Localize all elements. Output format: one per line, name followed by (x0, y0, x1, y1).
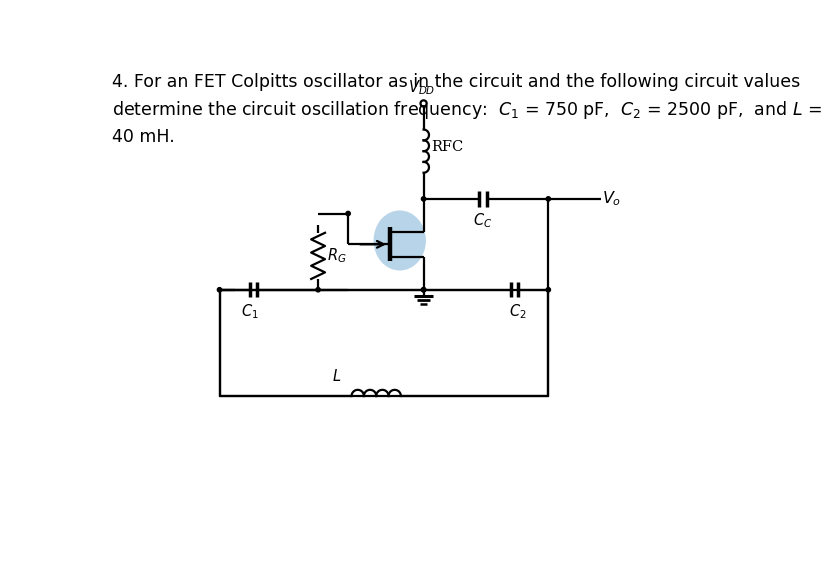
Text: 4. For an FET Colpitts oscillator as in the circuit and the following circuit va: 4. For an FET Colpitts oscillator as in … (112, 73, 820, 146)
Circle shape (218, 288, 222, 292)
Circle shape (421, 288, 425, 292)
Circle shape (346, 211, 350, 215)
Circle shape (421, 288, 425, 292)
Circle shape (546, 197, 550, 201)
Circle shape (316, 288, 320, 292)
Circle shape (421, 197, 425, 201)
Text: $V_{DD}$: $V_{DD}$ (408, 79, 435, 97)
Text: $R_G$: $R_G$ (327, 246, 347, 265)
Text: $C_1$: $C_1$ (241, 302, 259, 321)
Text: $C_2$: $C_2$ (508, 302, 526, 321)
Text: RFC: RFC (431, 140, 463, 154)
Text: $L$: $L$ (331, 368, 341, 384)
Text: $C_C$: $C_C$ (472, 211, 492, 230)
Ellipse shape (373, 210, 425, 270)
Bar (219, 290, 547, 396)
Text: $V_o$: $V_o$ (601, 190, 621, 208)
Circle shape (546, 288, 550, 292)
